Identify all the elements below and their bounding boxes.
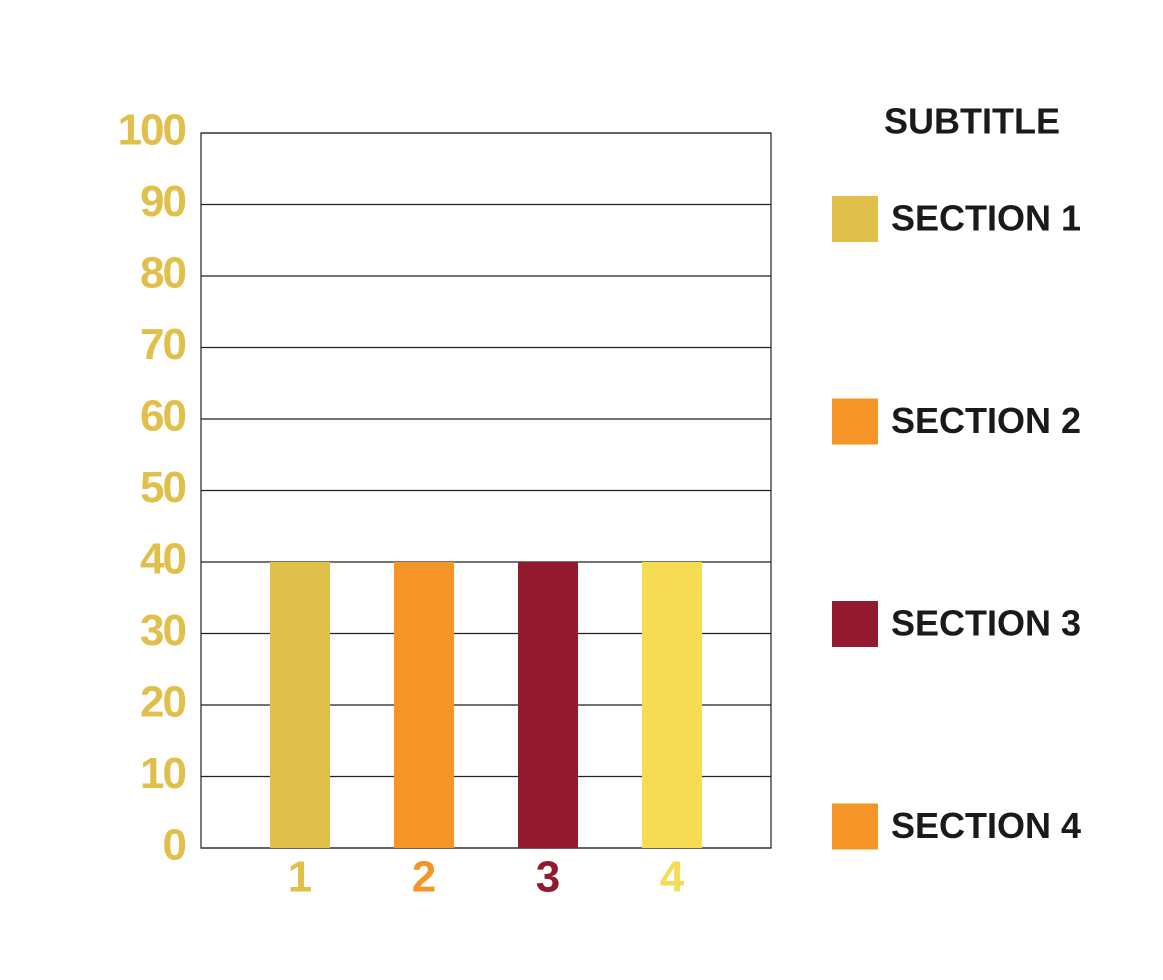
bar	[518, 562, 578, 848]
x-tick-label: 1	[288, 853, 312, 902]
legend-label: SECTION 1	[891, 198, 1081, 239]
y-tick-label: 50	[140, 463, 185, 512]
legend-title: SUBTITLE	[884, 101, 1060, 142]
x-tick-label: 3	[536, 853, 560, 902]
legend-label: SECTION 3	[891, 603, 1081, 644]
legend-swatch	[832, 398, 878, 445]
y-tick-label: 30	[140, 606, 185, 655]
y-tick-label: 60	[140, 392, 185, 441]
bar	[394, 562, 454, 848]
bar	[270, 562, 330, 848]
legend-swatch	[832, 803, 878, 850]
y-tick-label: 90	[140, 177, 185, 226]
y-tick-label: 10	[140, 749, 185, 798]
x-tick-label: 4	[660, 853, 685, 902]
y-tick-label: 70	[140, 320, 185, 369]
y-tick-label: 20	[140, 678, 185, 727]
bar	[642, 562, 702, 848]
legend-label: SECTION 4	[891, 805, 1081, 846]
y-tick-label: 80	[140, 249, 185, 298]
y-tick-label: 0	[163, 821, 186, 870]
legend-swatch	[832, 196, 878, 242]
legend-swatch	[832, 601, 878, 647]
legend-label: SECTION 2	[891, 400, 1081, 441]
y-tick-label: 40	[140, 535, 185, 584]
x-tick-label: 2	[412, 853, 436, 902]
y-tick-label: 100	[118, 106, 186, 155]
